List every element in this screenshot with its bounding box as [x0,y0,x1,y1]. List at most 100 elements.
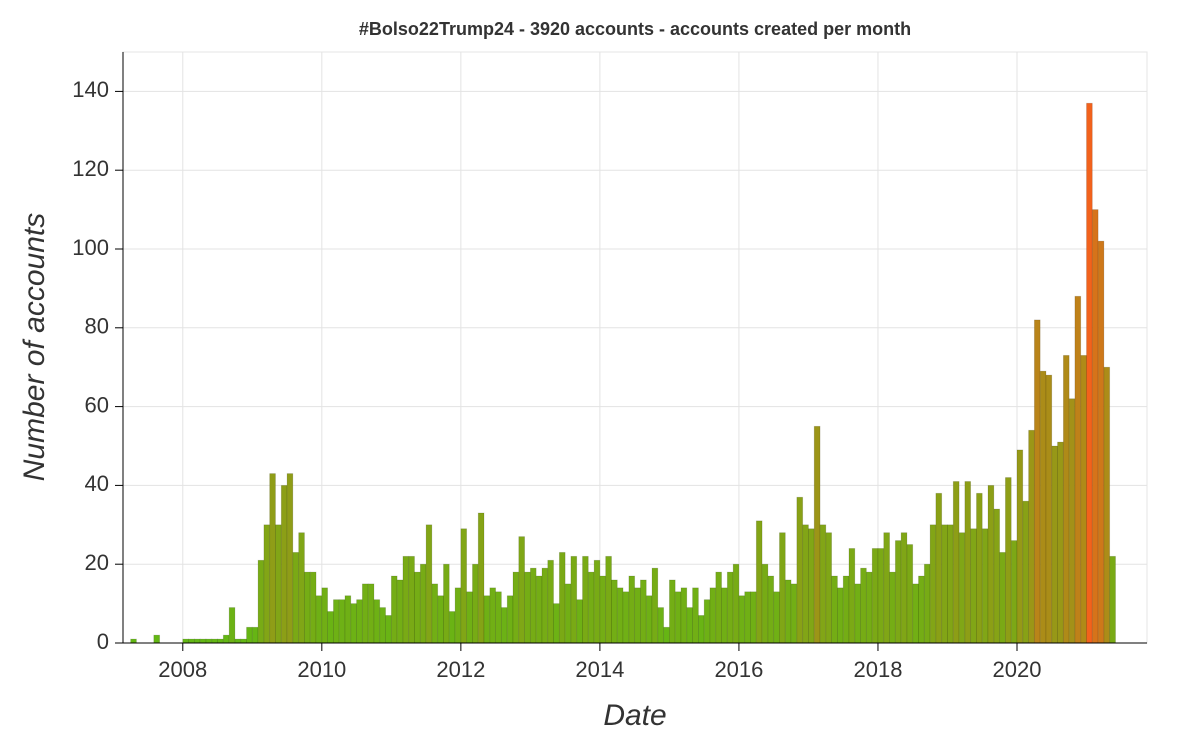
bar [848,548,856,644]
bar [373,599,381,644]
bar [669,579,676,644]
bar [657,607,665,644]
bar [732,563,740,644]
y-tick-label: 100 [72,235,109,260]
y-tick-label: 140 [72,77,109,102]
bar [350,603,357,644]
x-tick-label: 2016 [714,657,763,682]
bar [796,496,804,644]
bar [153,634,161,644]
bar [813,425,821,644]
bar [744,591,751,644]
bar [674,591,682,644]
x-tick-label: 2018 [853,657,902,682]
bar [1091,209,1099,644]
bar [871,548,879,644]
x-tick-label: 2012 [436,657,485,682]
bar [240,638,247,644]
bar [448,611,456,644]
bar [130,638,137,644]
bar [1103,366,1111,644]
bar [356,599,363,644]
bar [726,571,734,644]
bar [860,567,867,644]
bar [790,583,798,644]
bar [854,583,861,644]
bar [570,555,578,644]
bar [640,579,647,644]
chart-title: #Bolso22Trump24 - 3920 accounts - accoun… [359,19,911,39]
bar [263,524,271,644]
bar [477,512,485,644]
bar [529,567,537,644]
bar [280,484,288,644]
bar [402,555,410,644]
bar [918,575,925,644]
bar [755,520,763,644]
bar [564,583,572,644]
bar [512,571,520,644]
bar [958,532,966,644]
bar [773,591,780,644]
bar [367,583,375,644]
bar [611,579,618,644]
bar [582,555,589,644]
bar [199,638,207,644]
bar [1086,102,1093,644]
bar [906,544,914,644]
bar [935,492,943,644]
bar [292,551,300,644]
bar [205,638,213,644]
bar [964,481,972,644]
bar [217,638,224,644]
bar [837,587,844,644]
bar [808,528,815,644]
bar [784,579,792,644]
x-tick-label: 2010 [297,657,346,682]
bar [941,524,948,644]
x-tick-label: 2014 [575,657,624,682]
bar [698,615,705,644]
bar [1004,477,1012,644]
bar [1109,555,1116,644]
bar [379,607,386,644]
y-axis-label: Number of accounts [18,213,51,481]
y-tick-label: 40 [85,471,109,496]
bar [721,587,728,644]
bar [211,638,218,644]
bar [269,473,276,644]
bar [889,571,896,644]
bar [414,571,421,644]
bar [750,591,757,644]
bar [385,615,392,644]
bar [396,579,404,644]
bar [981,528,989,644]
bar [506,595,514,644]
x-tick-label: 2020 [993,657,1042,682]
bar [819,524,827,644]
bar [738,595,746,644]
bar [616,587,624,644]
bar [802,524,809,644]
bar [333,599,340,644]
y-tick-label: 20 [85,550,109,575]
bar [419,563,427,644]
bar [929,524,937,644]
bar [188,638,195,644]
x-axis-label: Date [603,699,666,732]
bar [454,587,462,644]
bar [842,575,850,644]
bar [246,626,253,644]
bar [275,524,282,644]
bar [779,532,786,644]
bar [715,571,722,644]
bar [651,567,659,644]
bar [900,532,908,644]
bar [327,611,334,644]
bar [999,551,1006,644]
bar [993,508,1001,644]
bar [663,626,670,644]
bar [553,603,560,644]
bar [228,607,236,644]
bar [286,473,294,644]
